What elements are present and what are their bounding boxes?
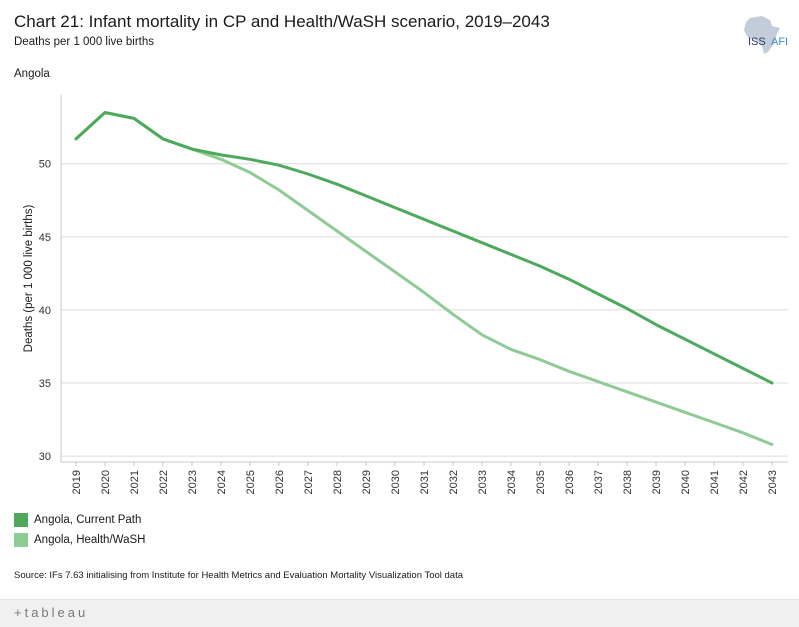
x-tick-label-2028: 2028 (332, 470, 344, 494)
series-line-angola-current-path (74, 111, 774, 385)
y-tick-label-45: 45 (39, 232, 51, 244)
legend: Angola, Current Path Angola, Health/WaSH (14, 510, 145, 550)
y-tick-label-35: 35 (39, 378, 51, 390)
x-tick-label-2029: 2029 (361, 470, 373, 494)
x-tick-label-2040: 2040 (680, 470, 692, 494)
legend-item-current-path[interactable]: Angola, Current Path (14, 510, 145, 530)
x-tick-label-2030: 2030 (390, 470, 402, 494)
x-tick-label-2039: 2039 (651, 470, 663, 494)
x-tick-label-2037: 2037 (593, 470, 605, 494)
iss-africa-logo: ISS AFI (744, 16, 788, 54)
x-tick-label-2042: 2042 (738, 470, 750, 494)
chart-title: Chart 21: Infant mortality in CP and Hea… (14, 12, 550, 31)
x-tick-label-2024: 2024 (216, 470, 228, 494)
country-label: Angola (14, 68, 50, 80)
chart-subtitle: Deaths per 1 000 live births (14, 36, 154, 48)
x-tick-label-2038: 2038 (622, 470, 634, 494)
x-tick-label-2041: 2041 (709, 470, 721, 494)
y-tick-label-40: 40 (39, 305, 51, 317)
x-tick-label-2019: 2019 (71, 470, 83, 494)
x-tick-label-2026: 2026 (274, 470, 286, 494)
x-tick-label-2031: 2031 (419, 470, 431, 494)
x-tick-label-2023: 2023 (187, 470, 199, 494)
logo-text: ISS (748, 36, 766, 48)
x-tick-label-2036: 2036 (564, 470, 576, 494)
logo-text-2: AFI (771, 36, 788, 48)
tableau-logo[interactable]: +tableau (14, 605, 89, 620)
legend-label-health-wash: Angola, Health/WaSH (34, 534, 146, 546)
legend-swatch-current-path (14, 513, 28, 527)
x-tick-label-2035: 2035 (535, 470, 547, 494)
legend-label-current-path: Angola, Current Path (34, 514, 142, 526)
africa-map-icon (744, 16, 780, 54)
x-tick-label-2043: 2043 (767, 470, 779, 494)
x-tick-label-2034: 2034 (506, 470, 518, 494)
series-line-angola-health-wash (74, 111, 774, 446)
x-tick-label-2025: 2025 (245, 470, 257, 494)
y-tick-label-30: 30 (39, 451, 51, 463)
x-tick-label-2033: 2033 (477, 470, 489, 494)
legend-swatch-health-wash (14, 533, 28, 547)
x-tick-label-2032: 2032 (448, 470, 460, 494)
tableau-footer: +tableau (0, 599, 799, 627)
x-tick-label-2021: 2021 (129, 470, 141, 494)
source-note: Source: IFs 7.63 initialising from Insti… (14, 570, 464, 581)
x-tick-label-2020: 2020 (100, 470, 112, 494)
y-tick-label-50: 50 (39, 159, 51, 171)
line-chart: 30 35 40 45 50 2019 2020 2021 2022 2023 2024 2025 20… (23, 95, 788, 494)
y-axis-title: Deaths (per 1 000 live births) (23, 205, 35, 353)
x-tick-label-2022: 2022 (158, 470, 170, 494)
legend-item-health-wash[interactable]: Angola, Health/WaSH (14, 530, 145, 550)
x-tick-label-2027: 2027 (303, 470, 315, 494)
